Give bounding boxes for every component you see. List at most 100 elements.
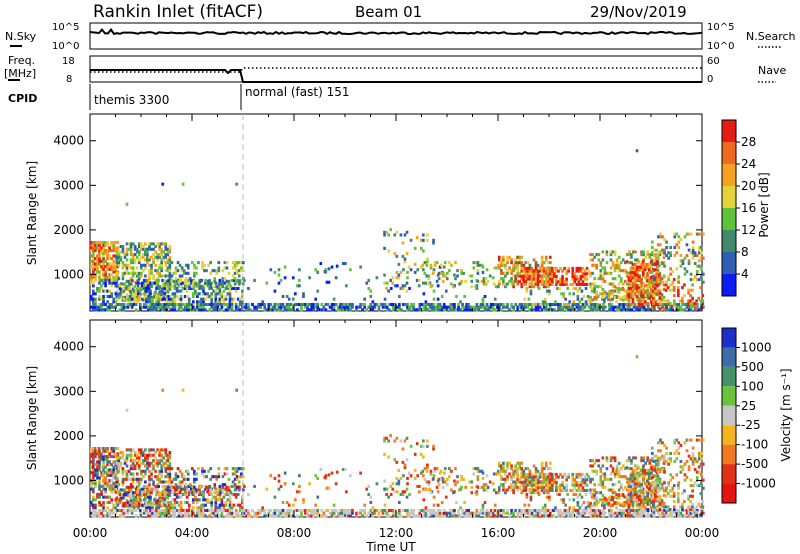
- velocity-cell: [326, 508, 330, 513]
- velocity-cell: [396, 490, 399, 494]
- velocity-cell: [127, 491, 131, 495]
- velocity-cell: [173, 492, 177, 497]
- velocity-cell: [148, 448, 151, 452]
- velocity-cell: [675, 508, 679, 513]
- power-cell: [158, 285, 161, 289]
- velocity-cell: [516, 480, 519, 484]
- power-cell: [160, 263, 164, 267]
- power-cell: [167, 305, 171, 309]
- velocity-cell: [102, 447, 105, 451]
- power-cell: [123, 255, 127, 259]
- velocity-cell: [96, 495, 99, 499]
- velocity-cell: [159, 498, 162, 502]
- velocity-cell: [345, 490, 348, 494]
- velocity-cell: [102, 449, 105, 453]
- velocity-cell: [236, 514, 240, 518]
- power-cell: [492, 282, 496, 286]
- velocity-cell: [230, 506, 234, 510]
- power-cell: [132, 289, 136, 293]
- power-cell: [279, 302, 283, 307]
- velocity-cell: [291, 514, 295, 518]
- velocity-cell: [456, 480, 459, 484]
- velocity-cell: [123, 501, 127, 505]
- velocity-cell: [98, 468, 101, 472]
- power-cell: [314, 297, 318, 301]
- velocity-cell: [328, 511, 332, 515]
- power-cell: [697, 259, 701, 263]
- velocity-cell: [123, 461, 127, 465]
- power-cell: [253, 305, 256, 309]
- velocity-cell: [158, 448, 161, 452]
- power-cell: [635, 265, 639, 269]
- velocity-cell: [389, 434, 393, 438]
- power-cell: [609, 271, 613, 275]
- power-cell: [488, 274, 492, 278]
- velocity-cell: [124, 511, 128, 515]
- power-cell: [588, 297, 592, 301]
- velocity-cell: [92, 511, 95, 515]
- velocity-cell: [365, 514, 369, 518]
- velocity-cell: [383, 452, 386, 456]
- power-cell: [683, 294, 686, 298]
- velocity-cell: [156, 491, 159, 495]
- velocity-cell: [184, 483, 188, 487]
- power-cell: [689, 299, 692, 303]
- power-cell: [185, 305, 189, 309]
- velocity-cell: [172, 477, 176, 481]
- velocity-cell: [218, 498, 222, 502]
- power-cell: [559, 302, 562, 307]
- power-cell: [385, 308, 389, 312]
- power-cell: [192, 294, 195, 299]
- power-cell: [149, 308, 152, 312]
- velocity-cell: [168, 493, 172, 497]
- power-cell: [664, 288, 668, 292]
- velocity-cell: [92, 481, 95, 485]
- power-cell: [257, 302, 260, 307]
- velocity-cell: [125, 485, 129, 489]
- power-cell: [175, 289, 179, 293]
- power-cell: [549, 274, 552, 278]
- velocity-cell: [112, 460, 116, 464]
- power-cell: [422, 249, 425, 253]
- velocity-cell: [141, 503, 144, 507]
- power-cell: [277, 281, 281, 285]
- power-cell: [204, 292, 207, 296]
- velocity-cell: [424, 487, 427, 491]
- power-cell: [131, 258, 135, 262]
- velocity-cell: [485, 511, 489, 515]
- power-cell: [168, 274, 172, 278]
- power-cell: [476, 271, 480, 275]
- velocity-cell: [298, 484, 301, 488]
- power-cell: [633, 284, 637, 288]
- power-cell: [289, 302, 293, 307]
- velocity-cell: [528, 488, 532, 492]
- power-cell: [138, 305, 142, 309]
- velocity-cell: [551, 514, 554, 518]
- power-cell: [124, 286, 128, 291]
- power-cell: [620, 308, 624, 312]
- power-cell: [581, 280, 585, 284]
- power-cell: [139, 266, 143, 270]
- power-cell: [98, 259, 101, 263]
- velocity-cell: [183, 500, 187, 505]
- power-cell: [544, 277, 548, 281]
- power-cell: [155, 294, 158, 299]
- power-cell: [657, 256, 660, 260]
- velocity-cell: [555, 508, 558, 513]
- velocity-cell: [300, 514, 303, 518]
- power-cell: [239, 261, 243, 265]
- power-cell: [473, 305, 477, 309]
- velocity-cell: [467, 508, 471, 513]
- velocity-cell: [476, 467, 480, 471]
- velocity-cell: [129, 464, 133, 468]
- power-cell: [699, 251, 703, 255]
- power-cell: [527, 297, 531, 301]
- velocity-cell: [245, 514, 248, 518]
- power-cell: [102, 302, 105, 307]
- power-cell: [635, 302, 639, 307]
- velocity-cell: [383, 487, 386, 491]
- power-cell: [182, 269, 186, 273]
- power-cell: [549, 266, 552, 270]
- power-cell: [493, 302, 497, 307]
- power-cell: [139, 255, 143, 259]
